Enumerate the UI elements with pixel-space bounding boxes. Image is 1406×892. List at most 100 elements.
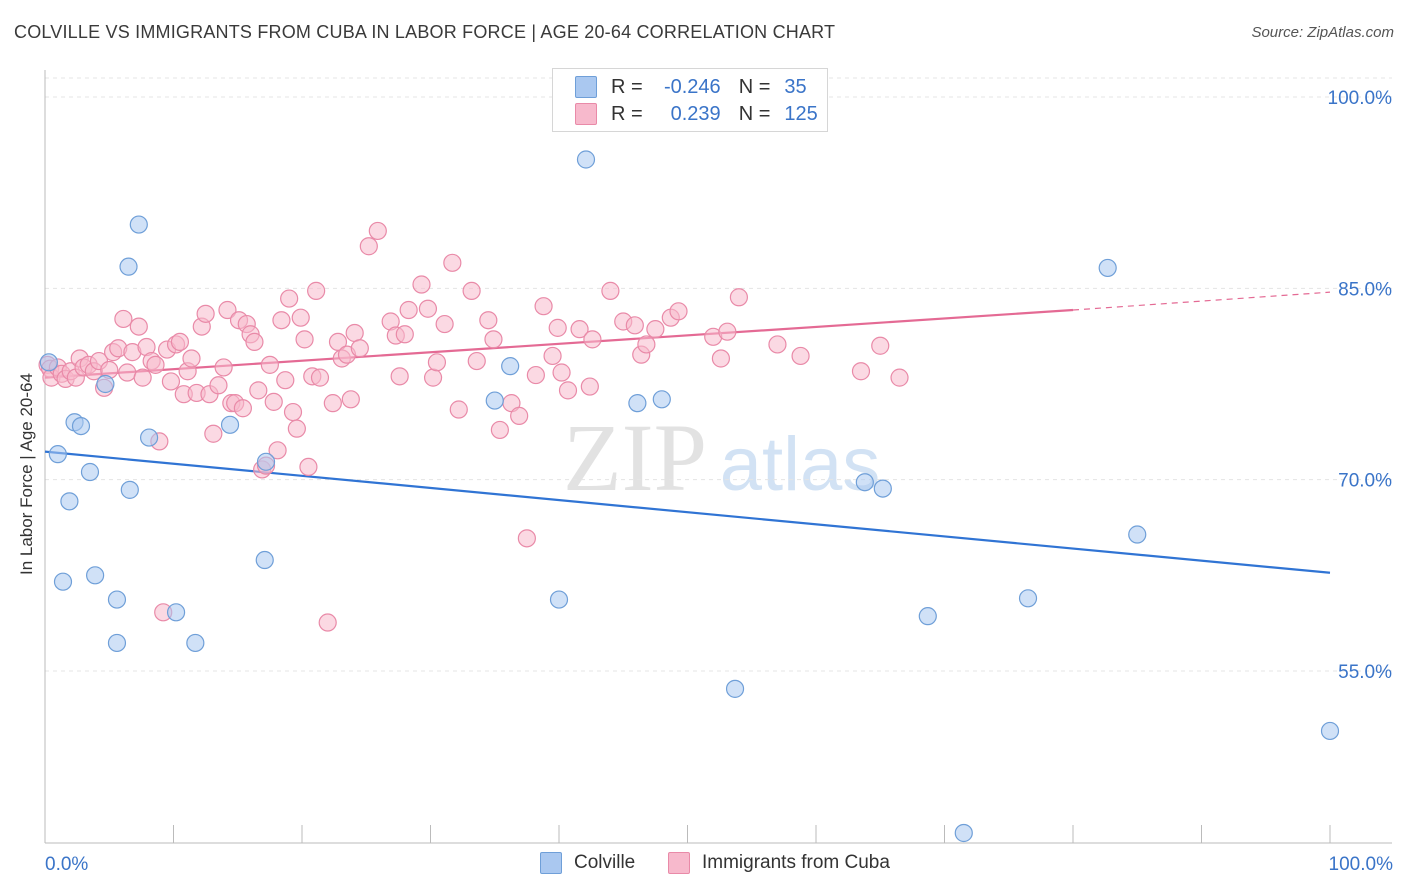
legend-label-colville: Colville (574, 852, 636, 873)
data-point (71, 416, 91, 436)
data-point (182, 349, 201, 368)
data-point (283, 402, 303, 422)
data-point (418, 299, 438, 318)
data-point (161, 372, 181, 391)
data-point (220, 415, 240, 434)
data-point (166, 603, 186, 622)
data-point (245, 332, 264, 352)
data-point (139, 428, 159, 447)
y-tick-label: 100.0% (1328, 88, 1393, 109)
data-point (501, 357, 520, 376)
data-point (918, 607, 937, 626)
data-point (628, 394, 647, 413)
data-point (86, 566, 105, 585)
data-point (204, 424, 223, 443)
data-point (479, 311, 498, 330)
data-points (38, 150, 1340, 843)
data-point (570, 320, 589, 339)
data-point (214, 358, 233, 377)
data-point (359, 237, 378, 256)
legend-swatch-cuba (575, 103, 597, 125)
data-point (107, 633, 127, 653)
data-point (855, 473, 874, 492)
data-point (576, 150, 596, 169)
legend-r-value: 0.239 (670, 102, 721, 125)
data-point (423, 368, 443, 387)
data-point (390, 367, 409, 386)
y-axis-label: In Labor Force | Age 20-64 (17, 373, 36, 575)
data-point (96, 374, 115, 394)
legend-label-cuba: Immigrants from Cuba (702, 852, 890, 873)
data-point (1018, 589, 1038, 608)
data-point (272, 311, 291, 330)
data-point (196, 304, 215, 323)
data-point (146, 355, 165, 374)
data-point (526, 365, 545, 385)
data-point (307, 281, 326, 300)
data-point (318, 613, 337, 632)
data-point (186, 633, 205, 653)
tick-labels: 55.0% 70.0% 85.0% 100.0% 0.0% 100.0% (45, 88, 1393, 875)
x-tick-label: 0.0% (45, 854, 88, 875)
data-point (412, 275, 431, 294)
gridlines (45, 77, 1392, 672)
data-point (264, 392, 283, 411)
data-point (395, 325, 414, 344)
data-point (287, 419, 306, 438)
data-point (218, 300, 237, 320)
data-point (323, 394, 342, 413)
data-point (435, 314, 454, 334)
data-point (209, 376, 228, 395)
data-point (467, 351, 486, 371)
data-point (791, 346, 810, 366)
data-point (170, 332, 190, 352)
data-point (233, 399, 252, 418)
data-point (484, 330, 503, 349)
data-point (129, 215, 148, 234)
data-point (345, 323, 364, 343)
data-point (118, 363, 137, 382)
data-point (558, 381, 578, 400)
data-point (280, 289, 299, 308)
data-point (583, 330, 602, 349)
legend-n-label: N = (738, 102, 771, 125)
data-point (53, 572, 73, 591)
data-point (1098, 258, 1117, 278)
data-point (711, 349, 731, 368)
data-point (299, 457, 318, 477)
legend-item-colville[interactable]: Colville (540, 852, 635, 874)
data-point (60, 492, 79, 511)
data-point (80, 462, 100, 482)
data-point (119, 257, 138, 276)
data-point (443, 253, 462, 272)
legend-row-cuba: R = 0.239 N = 125 (575, 101, 818, 127)
data-point (871, 336, 890, 355)
data-point (310, 368, 330, 387)
data-point (48, 445, 67, 464)
data-point (718, 322, 737, 341)
data-point (114, 309, 133, 329)
data-point (669, 302, 688, 321)
watermark-zip: ZIP (563, 404, 707, 511)
data-point (427, 353, 447, 372)
data-point (485, 391, 504, 410)
data-point (295, 330, 314, 349)
legend-swatch-colville (575, 76, 597, 98)
data-point (107, 590, 127, 609)
data-point (268, 441, 287, 460)
axes (44, 70, 1392, 844)
data-point (625, 316, 644, 335)
data-point (580, 377, 599, 396)
data-point (646, 320, 665, 339)
x-tick-label: 100.0% (1329, 854, 1394, 875)
data-point (350, 339, 369, 358)
legend-item-cuba[interactable]: Immigrants from Cuba (668, 852, 890, 874)
watermark-atlas: atlas (720, 422, 881, 507)
data-point (954, 823, 973, 843)
data-point (490, 420, 509, 440)
data-point (260, 355, 279, 374)
data-point (851, 362, 871, 381)
legend-swatch-cuba (668, 852, 690, 874)
data-point (637, 335, 656, 354)
